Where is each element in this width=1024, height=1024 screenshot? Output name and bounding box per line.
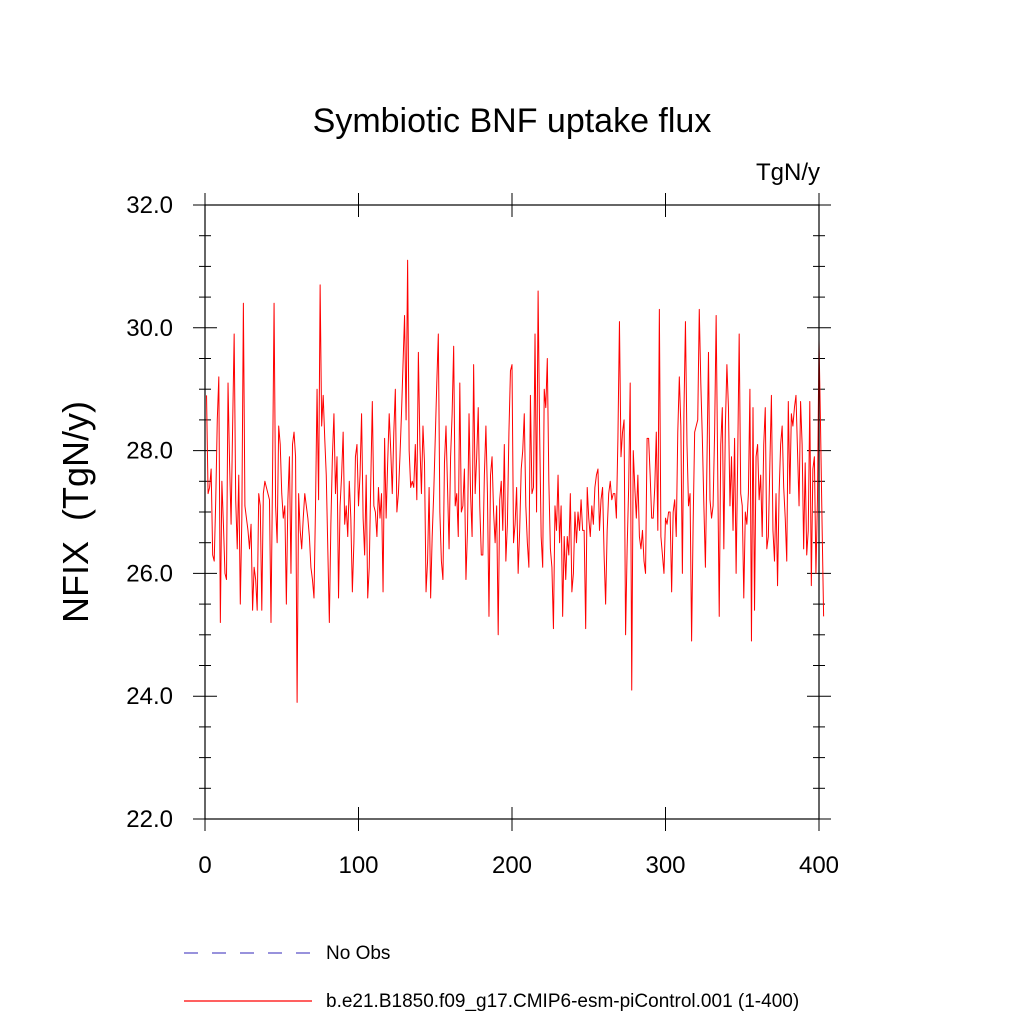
- y-tick-label: 22.0: [126, 806, 173, 833]
- y-tick-labels: 22.0 24.0 26.0 28.0 30.0 32.0: [126, 192, 173, 833]
- units-label: TgN/y: [756, 159, 820, 186]
- x-tick-label: 0: [198, 852, 211, 879]
- x-tick-label: 200: [492, 852, 532, 879]
- plot-area: [206, 259, 825, 703]
- plot-frame: [204, 204, 820, 820]
- legend-label-series: b.e21.B1850.f09_g17.CMIP6-esm-piControl.…: [326, 991, 799, 1012]
- chart-title: Symbiotic BNF uptake flux: [313, 102, 712, 140]
- x-tick-label: 400: [799, 852, 839, 879]
- y-tick-label: 32.0: [126, 192, 173, 219]
- x-tick-label: 100: [338, 852, 378, 879]
- legend: No Obs b.e21.B1850.f09_g17.CMIP6-esm-piC…: [184, 943, 799, 1012]
- series-line: [206, 259, 825, 703]
- y-tick-label: 26.0: [126, 560, 173, 587]
- y-tick-label: 24.0: [126, 683, 173, 710]
- y-tick-label: 28.0: [126, 438, 173, 465]
- y-axis-label: NFIX (TgN/y): [55, 401, 96, 623]
- x-tick-label: 300: [645, 852, 685, 879]
- legend-label-no-obs: No Obs: [326, 943, 390, 964]
- x-tick-labels: 0 100 200 300 400: [198, 852, 839, 879]
- y-tick-label: 30.0: [126, 315, 173, 342]
